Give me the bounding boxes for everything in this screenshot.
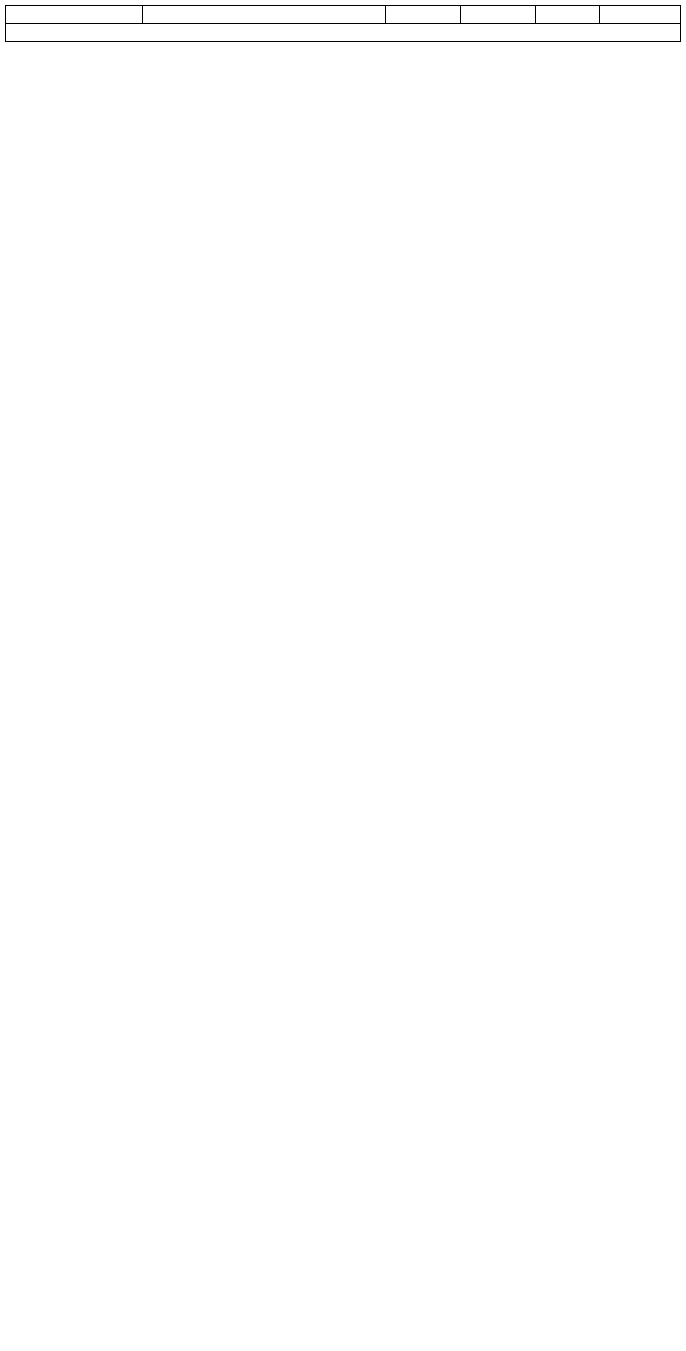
footnote <box>6 24 681 42</box>
price-table <box>5 5 681 42</box>
th-cat <box>6 6 143 24</box>
th-d2 <box>460 6 535 24</box>
th-pct <box>599 6 680 24</box>
th-diff <box>536 6 600 24</box>
th-rep <box>142 6 385 24</box>
header-row <box>6 6 681 24</box>
th-d1 <box>385 6 460 24</box>
